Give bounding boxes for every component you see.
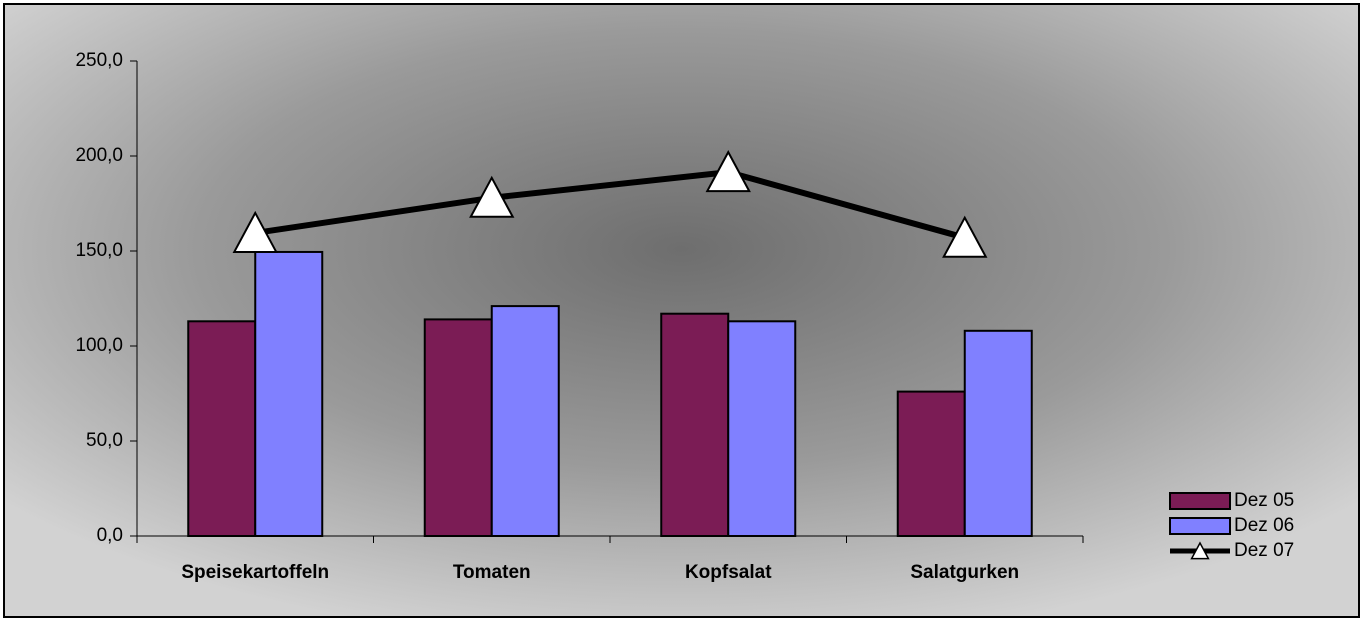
bar — [492, 306, 559, 536]
y-tick-label: 150,0 — [75, 240, 123, 261]
y-tick-label: 50,0 — [86, 430, 123, 451]
legend-swatch — [1170, 493, 1230, 509]
x-tick-label: Speisekartoffeln — [181, 562, 329, 583]
legend-label: Dez 06 — [1234, 515, 1294, 536]
bar — [425, 319, 492, 536]
legend-label: Dez 05 — [1234, 490, 1294, 511]
legend-swatch — [1170, 518, 1230, 534]
x-tick-label: Salatgurken — [910, 562, 1019, 583]
bar — [898, 392, 965, 536]
bar — [661, 314, 728, 536]
bar — [255, 252, 322, 536]
legend-label: Dez 07 — [1234, 540, 1294, 561]
x-tick-label: Tomaten — [453, 562, 531, 583]
bar — [188, 321, 255, 536]
page: 0,0 50,0 100,0 150,0 200,0 250,0 Speisekartoff… — [0, 0, 1363, 621]
x-tick-label: Kopfsalat — [685, 562, 772, 583]
y-tick-label: 0,0 — [97, 525, 123, 546]
y-tick-label: 250,0 — [75, 50, 123, 71]
y-tick-label: 100,0 — [75, 335, 123, 356]
y-tick-label: 200,0 — [75, 145, 123, 166]
bar — [728, 321, 795, 536]
chart: 0,0 50,0 100,0 150,0 200,0 250,0 Speisekartoff… — [0, 0, 1363, 621]
bar — [965, 331, 1032, 536]
